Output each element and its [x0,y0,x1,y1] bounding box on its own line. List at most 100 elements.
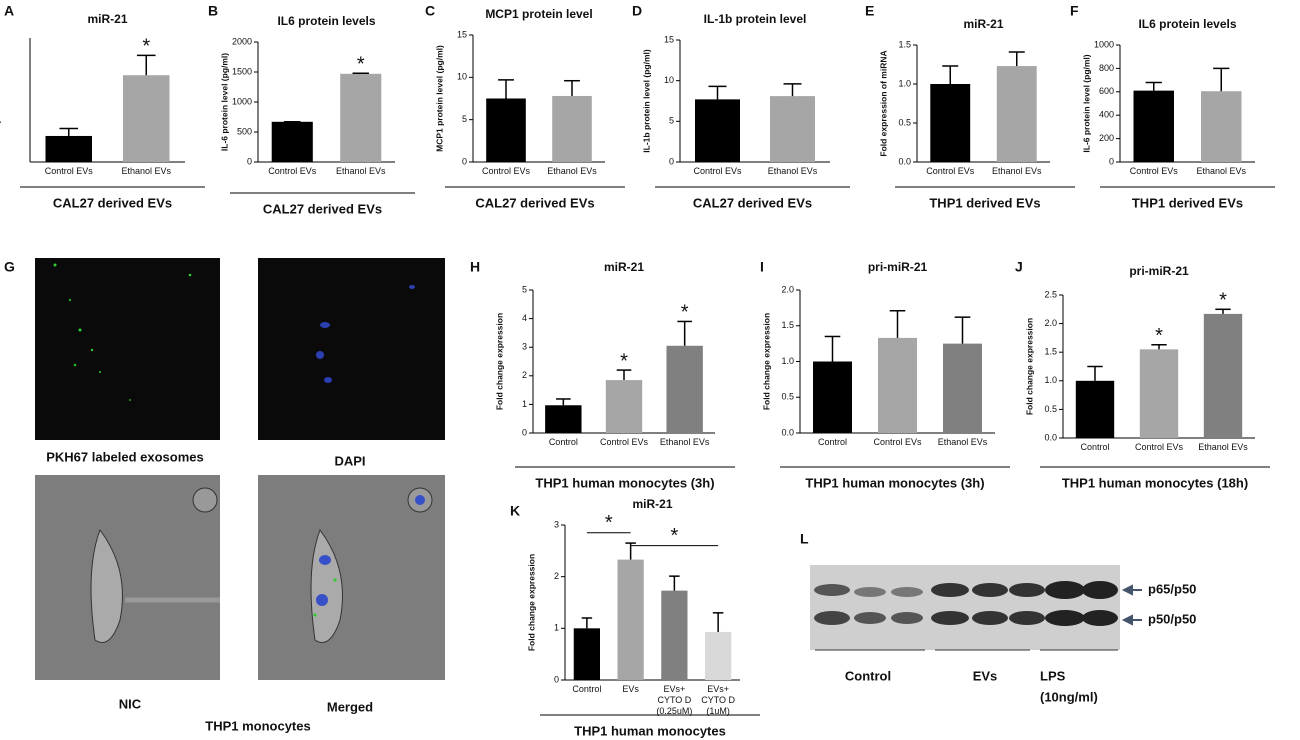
chart-panel: D IL-1b protein level IL-1b protein level … [632,3,850,210]
bar [1203,313,1243,438]
significance-label: * [1155,325,1163,347]
x-tick-label-box: Control EVs [45,166,93,176]
x-tick-label-box: Control EVs [268,166,316,176]
x-tick-label: Ethanol EVs [335,166,386,176]
y-tick-label: 0.5 [781,392,794,402]
bar [1201,91,1242,162]
x-tick-label-box: EVs+ CYTO D (0.25uM) [656,684,692,716]
y-tick-label: 2.0 [781,284,794,294]
bar [573,628,600,680]
x-tick-label-box: Control EVs [1130,166,1178,176]
y-axis-label: Fold expression of miRNA [878,50,888,156]
chart-title: miR-21 [87,12,127,26]
x-tick-label-box: Ethanol EVs [547,166,597,176]
bar [695,99,740,162]
x-tick-label: Control EVs [873,437,922,447]
y-tick-label: 0.0 [1044,432,1057,442]
x-axis-label: THP1 derived EVs [1132,195,1243,210]
y-tick-label: 0 [462,156,467,166]
y-tick-label: 5 [462,114,467,124]
panel-letter: D [632,3,642,19]
bar [1075,380,1115,438]
band-label: p50/p50 [1148,611,1196,626]
y-tick-label: 0.5 [1044,404,1057,414]
x-axis-label: THP1 human monocytes (3h) [535,475,714,490]
x-tick-label-box: Ethanol EVs [660,437,710,447]
x-tick-label-box: Ethanol EVs [121,166,171,176]
x-tick-label: Ethanol EVs [767,166,818,176]
y-tick-label: 0.5 [898,117,911,127]
x-axis-label: THP1 human monocytes (3h) [805,475,984,490]
y-tick-label: 3 [522,342,527,352]
image-label: Merged [327,699,373,714]
x-tick-label-box: Control EVs [599,437,648,447]
y-tick-label: 500 [237,126,252,136]
bar [45,135,92,162]
x-tick-label: Ethanol EVs [1196,166,1247,176]
bar [705,631,732,680]
x-tick-label: EVs [622,684,639,694]
x-tick-label-box: Control [1080,442,1109,452]
chart-panel: F IL6 protein levels IL-6 protein level (p… [1070,3,1275,210]
x-tick-label: Control EVs [481,166,531,176]
bar [1139,349,1179,438]
x-tick-label: EVs+ CYTO D (1uM) [701,684,736,716]
x-tick-label-box: Control EVs [481,166,531,176]
bar [813,361,852,433]
micrograph [258,475,445,680]
y-tick-label: 400 [1099,110,1114,120]
x-axis-label: CAL27 derived EVs [693,195,812,210]
panel-letter: K [510,503,520,519]
chart-title: IL6 protein levels [277,14,375,28]
image-label: DAPI [334,453,365,468]
x-tick-label: Ethanol EVs [991,166,1042,176]
y-tick-label: 0 [554,674,559,684]
x-axis-label: CAL27 derived EVs [475,195,594,210]
panel-letter: I [760,259,764,275]
chart-title: IL-1b protein level [704,12,807,26]
x-tick-label-box: EVs+ CYTO D (1uM) [701,684,736,716]
panel-letter: G [4,259,15,275]
chart-panel: B IL6 protein levels IL-6 protein level (p… [208,3,415,216]
bar [878,337,917,433]
y-axis-label: Fold change expression [526,554,536,651]
x-tick-label-box: Control [549,437,578,447]
x-tick-label-box: Ethanol EVs [938,437,988,447]
y-tick-label: 0.0 [781,427,794,437]
bar [545,405,582,433]
comparison-label: * [670,525,678,547]
y-tick-label: 1.5 [898,39,911,49]
y-tick-label: 800 [1099,63,1114,73]
x-tick-label-box: Control EVs [926,166,974,176]
group-label: LPS [1040,668,1066,683]
chart-title: pri-miR-21 [868,260,928,274]
bar [666,345,703,433]
y-tick-label: 10 [664,75,674,85]
panel-letter: L [800,531,809,547]
bar [930,84,971,162]
y-tick-label: 1.5 [781,320,794,330]
y-tick-label: 0.0 [898,156,911,166]
y-axis-label: Fold expression of miRNA [0,47,1,153]
y-tick-label: 2.5 [1044,289,1057,299]
significance-label: * [681,302,689,324]
image-label: NIC [119,696,142,711]
y-tick-label: 3 [554,519,559,529]
comparison-label: * [605,512,613,534]
y-tick-label: 2 [554,571,559,581]
x-tick-label-box: EVs [622,684,639,694]
y-axis-label: IL-6 protein level (pg/ml) [1081,54,1091,152]
bar [996,66,1037,162]
significance-label: * [142,36,150,58]
x-tick-label-box: Ethanol EVs [991,166,1042,176]
y-tick-label: 0 [669,156,674,166]
y-axis-label: IL-1b protein level (pg/ml) [641,49,651,153]
x-tick-label: Control EVs [599,437,648,447]
bar [486,98,526,162]
y-axis-label: Fold change expression [1024,318,1034,415]
y-tick-label: 1 [554,623,559,633]
x-tick-label: Control [817,437,847,447]
y-tick-label: 15 [457,29,467,39]
